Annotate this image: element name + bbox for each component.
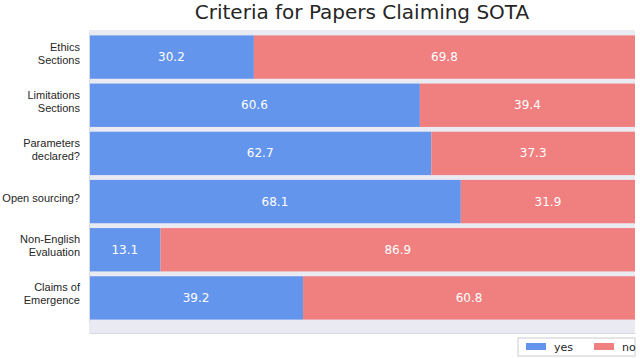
bar — [89, 35, 254, 78]
bar — [431, 132, 635, 175]
y-tick: Claims ofEmergence — [24, 281, 89, 306]
y-tick: Open sourcing? — [2, 192, 89, 204]
data-label: 39.4 — [514, 98, 541, 112]
legend-swatch — [594, 343, 614, 350]
data-label: 39.2 — [183, 291, 210, 305]
bar — [89, 180, 461, 223]
y-tick: Non-EnglishEvaluation — [20, 233, 89, 258]
bar — [161, 228, 635, 271]
y-tick: LimitationsSections — [27, 89, 89, 114]
y-tick-label: Non-EnglishEvaluation — [20, 233, 80, 258]
data-labels: 30.2 60.6 62.7 68.1 13.1 39.2 69.8 39.4 37.3 31.9… — [111, 50, 561, 305]
data-label: 60.8 — [456, 291, 483, 305]
data-label: 30.2 — [158, 50, 185, 64]
bar — [89, 132, 431, 175]
data-label: 69.8 — [431, 50, 458, 64]
legend-label: yes — [554, 341, 573, 354]
bars — [89, 35, 635, 319]
bar — [461, 180, 635, 223]
y-tick-label: Parametersdeclared? — [23, 137, 80, 162]
legend-label: no — [622, 341, 636, 354]
data-label: 37.3 — [520, 146, 547, 160]
plot-background — [89, 30, 635, 333]
legend-box — [518, 338, 635, 356]
bar — [254, 35, 635, 78]
data-label: 13.1 — [111, 243, 138, 257]
title: Criteria for Papers Claiming SOTA — [195, 0, 530, 24]
bar — [89, 276, 303, 319]
data-label: 62.7 — [247, 146, 274, 160]
y-tick-label: LimitationsSections — [27, 89, 80, 114]
legend: yes no — [518, 338, 636, 356]
bar — [89, 228, 161, 271]
y-tick-label: EthicsSections — [38, 41, 81, 66]
y-tick: Parametersdeclared? — [23, 137, 89, 162]
x-axis — [90, 333, 636, 334]
y-axis: EthicsSections LimitationsSections Paramet… — [2, 34, 89, 323]
chart: Criteria for Papers Claiming SOTA 30.2 60.… — [0, 0, 640, 358]
bar — [303, 276, 635, 319]
data-label: 31.9 — [535, 195, 562, 209]
y-tick-label: Claims ofEmergence — [24, 281, 81, 306]
y-tick-label: Open sourcing? — [2, 192, 80, 204]
y-axis-line — [89, 34, 90, 323]
data-label: 68.1 — [262, 195, 289, 209]
x-axis-line — [90, 333, 636, 334]
bar — [89, 84, 420, 127]
data-label: 86.9 — [384, 243, 411, 257]
data-label: 60.6 — [241, 98, 268, 112]
bar — [420, 84, 635, 127]
y-tick: EthicsSections — [38, 41, 89, 66]
legend-swatch — [526, 343, 546, 350]
